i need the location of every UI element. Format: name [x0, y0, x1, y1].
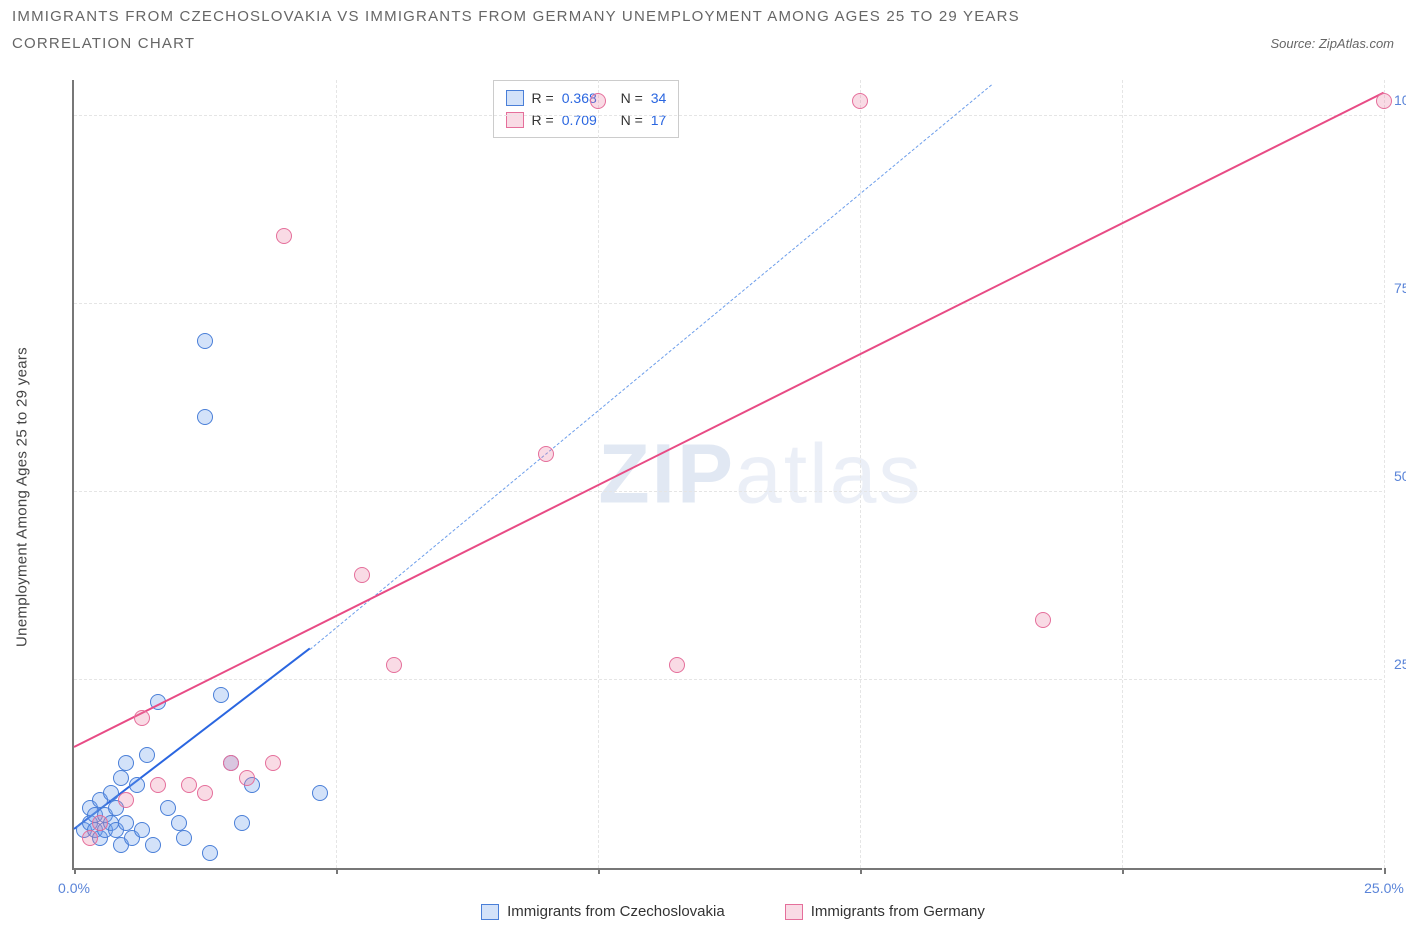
data-point-germany — [538, 446, 554, 462]
x-tick — [74, 868, 76, 874]
x-tick-label: 25.0% — [1364, 880, 1404, 896]
gridline-horizontal — [74, 115, 1382, 116]
legend-swatch-icon — [785, 904, 803, 920]
watermark: ZIPatlas — [598, 426, 922, 523]
data-point-czech — [160, 800, 176, 816]
data-point-germany — [118, 792, 134, 808]
stats-n-label: N = — [621, 109, 643, 131]
data-point-czech — [197, 409, 213, 425]
gridline-vertical — [598, 80, 599, 868]
correlation-stats-box: R = 0.368 N = 34R = 0.709 N = 17 — [493, 80, 680, 138]
stats-r-label: R = — [532, 87, 554, 109]
chart-container: Unemployment Among Ages 25 to 29 years Z… — [12, 72, 1394, 922]
data-point-germany — [265, 755, 281, 771]
data-point-germany — [386, 657, 402, 673]
data-point-czech — [213, 687, 229, 703]
data-point-germany — [82, 830, 98, 846]
data-point-czech — [129, 777, 145, 793]
x-tick-label: 0.0% — [58, 880, 90, 896]
data-point-germany — [1035, 612, 1051, 628]
data-point-czech — [118, 755, 134, 771]
stats-r-label: R = — [532, 109, 554, 131]
data-point-germany — [197, 785, 213, 801]
source-attribution: Source: ZipAtlas.com — [1270, 36, 1394, 51]
data-point-czech — [113, 770, 129, 786]
gridline-vertical — [860, 80, 861, 868]
data-point-germany — [181, 777, 197, 793]
gridline-vertical — [336, 80, 337, 868]
data-point-czech — [197, 333, 213, 349]
stats-row-germany: R = 0.709 N = 17 — [506, 109, 667, 131]
legend: Immigrants from Czechoslovakia Immigrants… — [72, 903, 1394, 920]
data-point-czech — [145, 837, 161, 853]
data-point-germany — [354, 567, 370, 583]
stats-n-label: N = — [621, 87, 643, 109]
legend-label: Immigrants from Germany — [811, 903, 985, 920]
data-point-germany — [92, 815, 108, 831]
y-tick-label: 25.0% — [1394, 656, 1406, 672]
y-tick-label: 75.0% — [1394, 280, 1406, 296]
trend-line — [309, 85, 991, 650]
stats-row-czech: R = 0.368 N = 34 — [506, 87, 667, 109]
data-point-czech — [139, 747, 155, 763]
data-point-czech — [118, 815, 134, 831]
stats-r-value: 0.709 — [562, 109, 597, 131]
x-tick — [1122, 868, 1124, 874]
stats-n-value: 17 — [651, 109, 667, 131]
data-point-germany — [134, 710, 150, 726]
x-tick — [1384, 868, 1386, 874]
legend-label: Immigrants from Czechoslovakia — [507, 903, 725, 920]
plot-area: ZIPatlas R = 0.368 N = 34R = 0.709 N = 1… — [72, 80, 1382, 870]
data-point-czech — [103, 785, 119, 801]
chart-title-line2: CORRELATION CHART — [12, 35, 195, 52]
data-point-czech — [134, 822, 150, 838]
data-point-germany — [852, 93, 868, 109]
data-point-germany — [669, 657, 685, 673]
trend-line — [74, 91, 1385, 747]
y-axis-title: Unemployment Among Ages 25 to 29 years — [14, 347, 31, 647]
data-point-czech — [202, 845, 218, 861]
data-point-czech — [176, 830, 192, 846]
gridline-horizontal — [74, 491, 1382, 492]
x-tick — [860, 868, 862, 874]
data-point-germany — [150, 777, 166, 793]
x-tick — [598, 868, 600, 874]
x-tick — [336, 868, 338, 874]
legend-item-czech: Immigrants from Czechoslovakia — [481, 903, 725, 920]
data-point-germany — [276, 228, 292, 244]
data-point-germany — [1376, 93, 1392, 109]
stats-swatch-icon — [506, 90, 524, 106]
legend-item-germany: Immigrants from Germany — [785, 903, 985, 920]
watermark-rest: atlas — [735, 427, 922, 521]
data-point-czech — [234, 815, 250, 831]
gridline-vertical — [1122, 80, 1123, 868]
chart-title-line1: IMMIGRANTS FROM CZECHOSLOVAKIA VS IMMIGR… — [12, 8, 1394, 25]
y-tick-label: 100.0% — [1394, 92, 1406, 108]
data-point-czech — [312, 785, 328, 801]
gridline-vertical — [1384, 80, 1385, 868]
data-point-germany — [223, 755, 239, 771]
stats-n-value: 34 — [651, 87, 667, 109]
data-point-germany — [590, 93, 606, 109]
y-tick-label: 50.0% — [1394, 468, 1406, 484]
data-point-germany — [239, 770, 255, 786]
data-point-czech — [171, 815, 187, 831]
title-block: IMMIGRANTS FROM CZECHOSLOVAKIA VS IMMIGR… — [0, 0, 1406, 56]
legend-swatch-icon — [481, 904, 499, 920]
